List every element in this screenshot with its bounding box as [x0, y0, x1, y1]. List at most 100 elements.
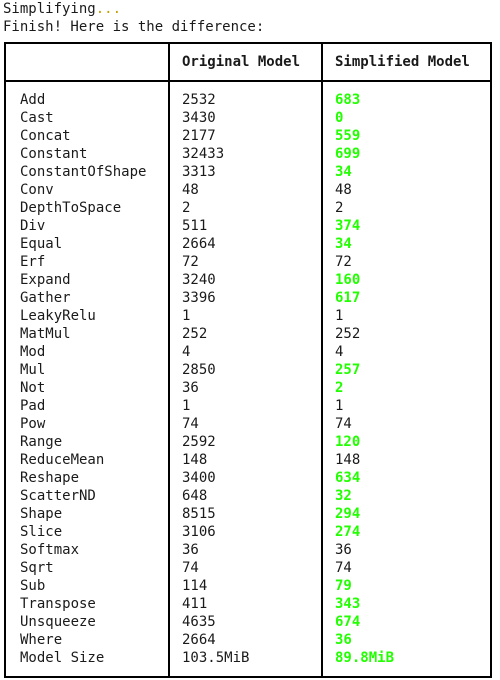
op-name-cell: Model Size: [20, 650, 105, 666]
status-text: Simplifying: [3, 1, 96, 17]
original-count-cell: 511: [182, 218, 208, 234]
simplified-count-cell: 257: [335, 362, 361, 378]
simplified-count-cell: 0: [335, 110, 344, 126]
original-count-cell: 2664: [182, 236, 216, 252]
simplified-count-cell: 48: [335, 182, 352, 198]
op-name-cell: ScatterND: [20, 488, 96, 504]
op-name-cell: LeakyRelu: [20, 308, 96, 324]
op-name-cell: Add: [20, 92, 46, 108]
simplified-count-cell: 148: [335, 452, 361, 468]
op-name-cell: Shape: [20, 506, 63, 522]
simplified-count-cell: 74: [335, 416, 352, 432]
simplified-count-cell: 79: [335, 578, 352, 594]
op-name-cell: Pow: [20, 416, 46, 432]
original-count-cell: 2532: [182, 92, 216, 108]
original-count-cell: 148: [182, 452, 208, 468]
simplified-count-cell: 683: [335, 92, 361, 108]
column-divider: [321, 44, 323, 676]
op-name-cell: Unsqueeze: [20, 614, 96, 630]
simplified-count-cell: 559: [335, 128, 361, 144]
op-name-cell: Cast: [20, 110, 54, 126]
op-name-cell: Mod: [20, 344, 46, 360]
status-line-simplifying: Simplifying...: [3, 0, 121, 18]
progress-dots: ...: [95, 1, 122, 17]
original-count-cell: 3430: [182, 110, 216, 126]
original-count-cell: 2: [182, 200, 191, 216]
status-line-finish: Finish! Here is the difference:: [3, 19, 265, 35]
op-name-cell: DepthToSpace: [20, 200, 122, 216]
simplified-count-cell: 252: [335, 326, 361, 342]
simplified-count-cell: 4: [335, 344, 344, 360]
header-original-model: Original Model: [182, 54, 301, 70]
original-count-cell: 36: [182, 542, 199, 558]
original-count-cell: 252: [182, 326, 208, 342]
original-count-cell: 3396: [182, 290, 216, 306]
op-name-cell: Erf: [20, 254, 46, 270]
original-count-cell: 3313: [182, 164, 216, 180]
simplified-count-cell: 34: [335, 236, 352, 252]
simplified-count-cell: 274: [335, 524, 361, 540]
original-count-cell: 72: [182, 254, 199, 270]
op-name-cell: Expand: [20, 272, 71, 288]
simplified-count-cell: 617: [335, 290, 361, 306]
op-name-cell: ConstantOfShape: [20, 164, 147, 180]
simplified-count-cell: 89.8MiB: [335, 650, 395, 666]
original-count-cell: 648: [182, 488, 208, 504]
simplified-count-cell: 1: [335, 308, 344, 324]
header-simplified-model: Simplified Model: [335, 54, 470, 70]
original-count-cell: 74: [182, 416, 199, 432]
op-name-cell: MatMul: [20, 326, 71, 342]
original-count-cell: 74: [182, 560, 199, 576]
op-name-cell: Sqrt: [20, 560, 54, 576]
simplified-count-cell: 160: [335, 272, 361, 288]
op-name-cell: Where: [20, 632, 63, 648]
op-name-cell: Mul: [20, 362, 46, 378]
op-name-cell: Constant: [20, 146, 88, 162]
original-count-cell: 4: [182, 344, 191, 360]
original-count-cell: 1: [182, 308, 191, 324]
simplified-count-cell: 34: [335, 164, 352, 180]
simplified-count-cell: 699: [335, 146, 361, 162]
original-count-cell: 411: [182, 596, 208, 612]
original-count-cell: 2177: [182, 128, 216, 144]
original-count-cell: 32433: [182, 146, 225, 162]
op-name-cell: Transpose: [20, 596, 96, 612]
simplified-count-cell: 674: [335, 614, 361, 630]
original-count-cell: 103.5MiB: [182, 650, 250, 666]
simplified-count-cell: 36: [335, 632, 352, 648]
original-count-cell: 1: [182, 398, 191, 414]
op-name-cell: Sub: [20, 578, 46, 594]
op-name-cell: Pad: [20, 398, 46, 414]
original-count-cell: 48: [182, 182, 199, 198]
original-count-cell: 2850: [182, 362, 216, 378]
simplified-count-cell: 32: [335, 488, 352, 504]
op-name-cell: Conv: [20, 182, 54, 198]
simplified-count-cell: 36: [335, 542, 352, 558]
original-count-cell: 2664: [182, 632, 216, 648]
op-name-cell: Range: [20, 434, 63, 450]
original-count-cell: 3240: [182, 272, 216, 288]
original-count-cell: 8515: [182, 506, 216, 522]
simplified-count-cell: 294: [335, 506, 361, 522]
simplified-count-cell: 1: [335, 398, 344, 414]
original-count-cell: 36: [182, 380, 199, 396]
op-name-cell: Reshape: [20, 470, 80, 486]
original-count-cell: 2592: [182, 434, 216, 450]
op-name-cell: ReduceMean: [20, 452, 105, 468]
simplified-count-cell: 72: [335, 254, 352, 270]
op-name-cell: Slice: [20, 524, 63, 540]
simplified-count-cell: 374: [335, 218, 361, 234]
simplified-count-cell: 343: [335, 596, 361, 612]
op-name-cell: Not: [20, 380, 46, 396]
op-name-cell: Gather: [20, 290, 71, 306]
op-name-cell: Softmax: [20, 542, 80, 558]
simplified-count-cell: 74: [335, 560, 352, 576]
original-count-cell: 3400: [182, 470, 216, 486]
header-divider: [6, 80, 490, 82]
comparison-table: Original Model Simplified Model Add 2532 6…: [4, 42, 492, 678]
simplified-count-cell: 634: [335, 470, 361, 486]
op-name-cell: Equal: [20, 236, 63, 252]
op-name-cell: Div: [20, 218, 46, 234]
simplified-count-cell: 2: [335, 380, 344, 396]
simplified-count-cell: 120: [335, 434, 361, 450]
